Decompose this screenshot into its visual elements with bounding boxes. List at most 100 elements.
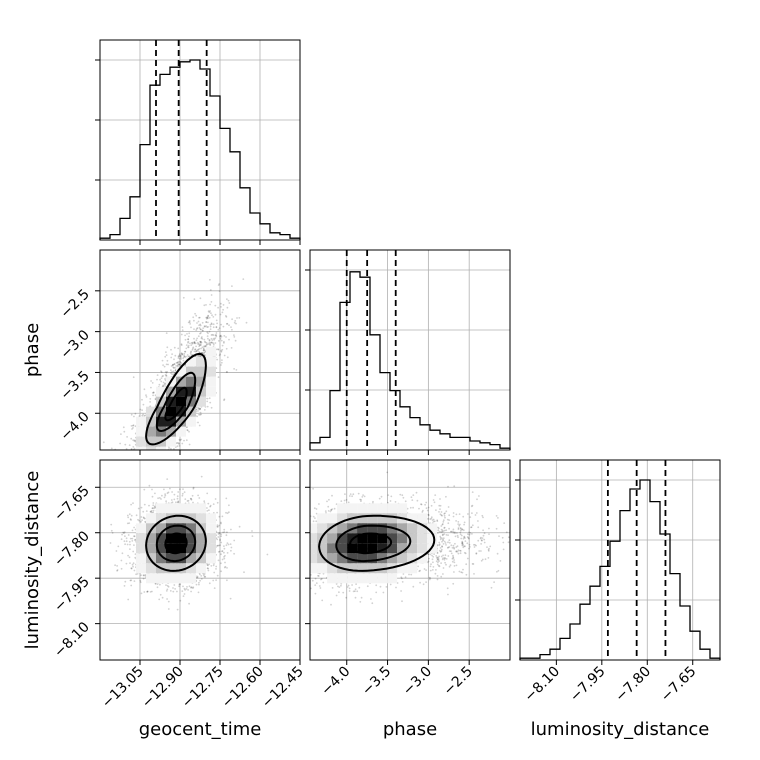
sample-point — [131, 456, 133, 458]
sample-point — [191, 342, 194, 345]
sample-point — [151, 488, 153, 491]
sample-point — [143, 591, 146, 593]
sample-point — [152, 391, 155, 394]
density-cell — [156, 446, 166, 450]
sample-point — [125, 448, 128, 450]
sample-point — [182, 296, 185, 299]
sample-point — [130, 451, 132, 453]
sample-point — [204, 344, 207, 347]
sample-point — [143, 503, 146, 506]
sample-point — [212, 316, 215, 318]
density-cell — [206, 386, 216, 397]
sample-point — [178, 438, 181, 441]
sample-point — [186, 429, 189, 432]
sample-point — [154, 455, 156, 457]
sample-point — [136, 572, 139, 575]
sample-point — [176, 608, 179, 611]
sample-point — [154, 505, 156, 508]
sample-point — [151, 453, 153, 455]
sample-point — [203, 325, 206, 328]
hist-panel-geocent_time — [95, 39, 301, 241]
density-cell — [196, 396, 206, 407]
sample-point — [199, 342, 202, 344]
sample-point — [138, 415, 141, 418]
sample-point — [228, 511, 230, 514]
sample-point — [171, 501, 174, 504]
sample-point — [219, 539, 222, 542]
sample-point — [143, 574, 145, 577]
sample-point — [207, 343, 210, 345]
sample-point — [181, 353, 184, 355]
density-cell — [136, 416, 146, 427]
sample-point — [129, 562, 131, 564]
hist-outline-luminosity_distance — [519, 479, 721, 660]
sample-point — [120, 538, 123, 541]
sample-point — [223, 399, 225, 402]
sample-point — [207, 502, 210, 505]
sample-point — [158, 383, 161, 386]
sample-point — [171, 364, 174, 367]
sample-point — [122, 478, 124, 480]
sample-point — [151, 507, 154, 510]
sample-point — [197, 421, 199, 424]
sample-point — [173, 346, 176, 349]
sample-point — [151, 452, 153, 454]
density-cell — [166, 416, 176, 427]
sample-point — [161, 359, 164, 362]
sample-point — [142, 462, 144, 464]
sample-point — [217, 376, 220, 379]
sample-point — [208, 582, 211, 585]
sample-point — [209, 504, 212, 507]
sample-point — [199, 354, 202, 357]
sample-point — [156, 378, 158, 381]
sample-point — [160, 498, 162, 500]
sample-point — [220, 562, 222, 565]
sample-point — [174, 369, 177, 372]
sample-point — [207, 317, 209, 320]
sample-point — [220, 361, 223, 364]
sample-point — [206, 400, 209, 403]
sample-point — [212, 323, 215, 326]
sample-point — [133, 454, 135, 456]
sample-point — [233, 321, 236, 324]
sample-point — [181, 326, 184, 328]
sample-point — [119, 442, 121, 445]
sample-point — [223, 551, 225, 554]
sample-point — [164, 374, 167, 376]
sample-point — [226, 567, 228, 569]
sample-point — [173, 371, 176, 374]
sample-point — [202, 352, 205, 355]
sample-point — [160, 380, 163, 383]
sample-point — [134, 538, 137, 541]
sample-point — [169, 590, 172, 592]
sample-point — [185, 588, 188, 590]
sample-point — [136, 475, 138, 477]
sample-point — [206, 326, 209, 328]
sample-point — [219, 335, 221, 338]
sample-point — [157, 451, 159, 453]
sample-point — [125, 455, 127, 457]
sample-point — [146, 453, 148, 455]
sample-point — [130, 413, 133, 416]
scatter-panel-geocent_time-luminosity_distance — [99, 459, 301, 661]
sample-point — [150, 386, 152, 389]
sample-point — [220, 334, 222, 337]
density-cell — [186, 416, 196, 427]
sample-point — [223, 531, 226, 533]
sample-point — [220, 541, 223, 544]
sample-point — [198, 316, 200, 319]
sample-point — [223, 528, 226, 531]
sample-point — [127, 456, 129, 458]
sample-point — [179, 364, 182, 366]
density-cell — [176, 406, 186, 417]
sample-point — [225, 544, 228, 547]
sample-point — [176, 501, 179, 504]
sample-point — [197, 349, 199, 351]
sample-point — [163, 383, 166, 385]
sample-point — [177, 355, 180, 357]
sample-point — [110, 447, 113, 450]
sample-point — [176, 442, 179, 444]
panel-frame — [309, 249, 511, 451]
sample-point — [225, 316, 228, 318]
sample-point — [176, 361, 179, 364]
